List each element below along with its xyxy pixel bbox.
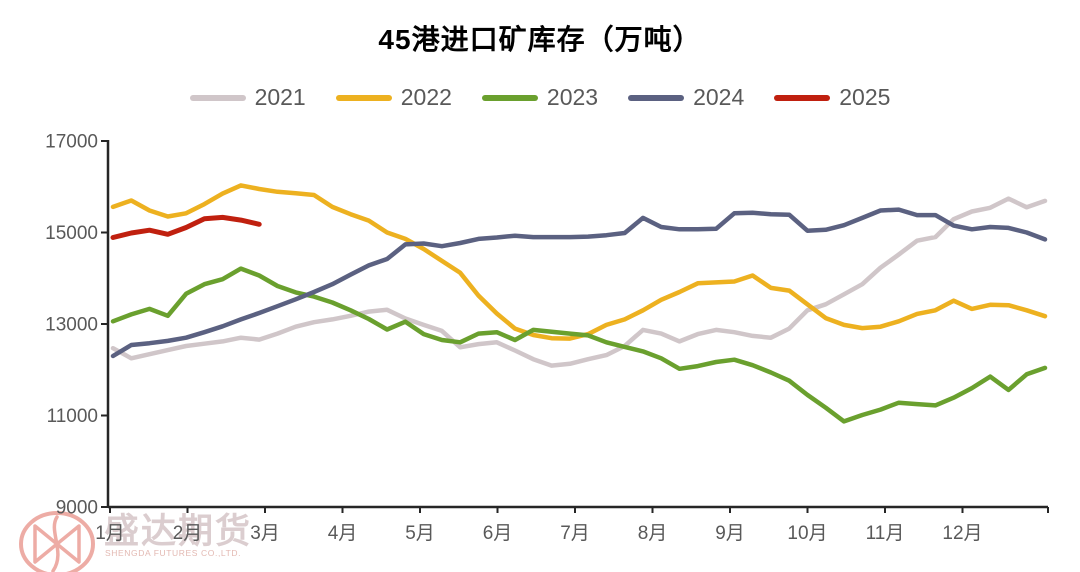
y-tick-label-17000: 17000 [45,132,98,153]
legend-item-2023: 2023 [481,84,599,111]
legend-label-2023: 2023 [546,84,599,110]
month-label-11: 11月 [866,523,905,544]
month-label-8: 8月 [638,523,668,544]
legend-label-2021: 2021 [254,84,306,110]
watermark-logo [19,511,95,572]
legend-swatch-2025 [774,94,831,101]
y-tick-label-11000: 11000 [47,406,98,427]
month-label-2: 2月 [173,523,203,544]
month-label-7: 7月 [560,523,590,544]
series-line-2024 [110,207,1048,359]
y-tick-label-13000: 13000 [45,315,98,336]
month-label-3: 3月 [250,523,280,544]
legend-item-2021: 2021 [189,84,306,111]
legend-swatch-2024 [628,94,685,101]
month-label-12: 12月 [942,523,982,544]
legend-label-2025: 2025 [839,84,891,110]
legend-swatch-2021 [189,94,246,101]
legend-swatch-2022 [335,94,392,101]
legend-swatch-2023 [481,94,538,101]
legend: 2021 2022 2023 2024 2025 [0,84,1080,111]
watermark-text-en: SHENGDA FUTURES CO.,LTD. [105,548,241,558]
legend-label-2022: 2022 [400,84,452,110]
generated-chart-content: 17000 15000 13000 11000 9000 1月 2月 3月 4月 5月 6月 7月 8月… [45,132,1049,544]
series-line-2021 [110,196,1048,368]
watermark-text-cn: 盛达期货 [104,512,252,551]
legend-item-2022: 2022 [335,84,452,111]
y-tick-label-9000: 9000 [56,498,98,519]
month-label-10: 10月 [787,523,827,544]
month-label-1: 1月 [95,523,125,544]
series-line-2023 [110,266,1048,424]
chart-title: 45港进口矿库存（万吨） [378,24,702,55]
legend-item-2024: 2024 [628,84,744,111]
series-line-2025 [110,214,262,240]
month-label-6: 6月 [483,523,513,544]
month-label-4: 4月 [328,523,358,544]
month-label-9: 9月 [715,523,745,544]
legend-item-2025: 2025 [774,84,890,111]
month-label-5: 5月 [405,523,435,544]
y-tick-label-15000: 15000 [45,223,98,244]
legend-label-2024: 2024 [693,84,745,110]
